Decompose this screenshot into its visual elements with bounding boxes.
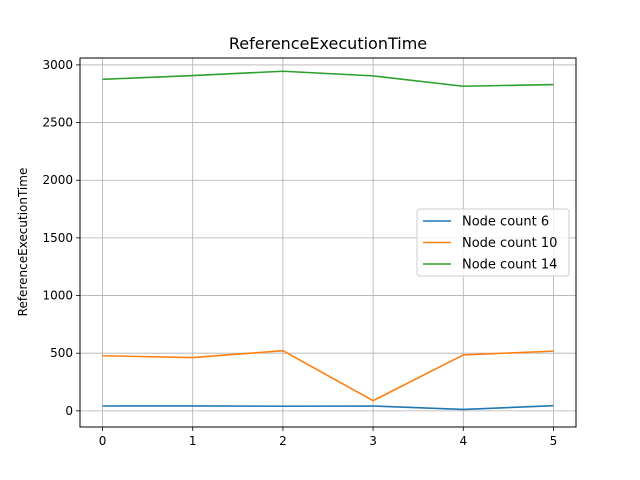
y-axis-label: ReferenceExecutionTime: [16, 168, 30, 317]
legend: Node count 6 Node count 10 Node count 14: [416, 208, 570, 277]
y-tick-label: 500: [50, 346, 73, 360]
x-tick-label: 4: [459, 434, 467, 448]
axis-ticks: 0 1 2 3 4 5 0 500 1000 1500 2000 2500 3000: [42, 58, 557, 448]
x-tick-label: 2: [279, 434, 287, 448]
series-line-1: [102, 349, 554, 402]
x-tick-label: 0: [99, 434, 107, 448]
plot-frame: [79, 57, 577, 428]
y-tick-label: 2000: [42, 173, 73, 187]
y-tick-label: 0: [65, 404, 73, 418]
x-tick-label: 5: [550, 434, 558, 448]
x-tick-label: 1: [189, 434, 197, 448]
y-tick-label: 1500: [42, 231, 73, 245]
x-tick-label: 3: [369, 434, 377, 448]
y-tick-label: 3000: [42, 58, 73, 72]
series-lines: [102, 70, 554, 411]
y-tick-label: 2500: [42, 116, 73, 130]
chart-title: ReferenceExecutionTime: [229, 34, 427, 53]
y-tick-label: 1000: [42, 289, 73, 303]
legend-label-1: Node count 10: [462, 236, 557, 251]
legend-box: [416, 208, 570, 277]
legend-label-0: Node count 6: [462, 215, 549, 230]
series-line-2: [102, 70, 554, 88]
series-line-0: [102, 404, 554, 411]
legend-label-2: Node count 14: [462, 258, 557, 273]
